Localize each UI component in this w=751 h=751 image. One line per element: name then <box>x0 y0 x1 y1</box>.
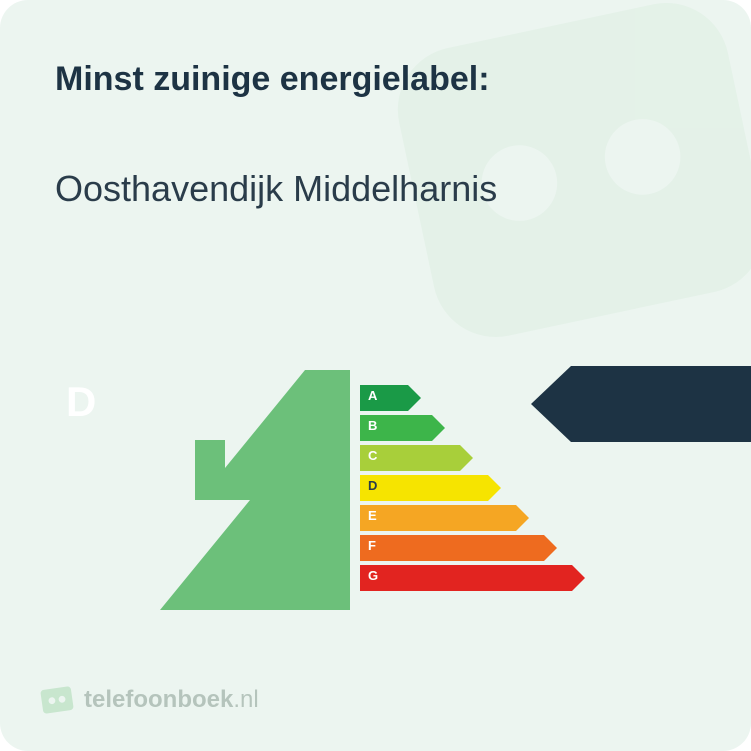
bar-label-e: E <box>368 508 377 523</box>
bar-label-b: B <box>368 418 377 433</box>
card-subtitle: Oosthavendijk Middelharnis <box>55 168 497 210</box>
bar-label-g: G <box>368 568 378 583</box>
bar-label-c: C <box>368 448 377 463</box>
brand-icon <box>40 683 74 717</box>
bar-label-a: A <box>368 388 377 403</box>
info-card: Minst zuinige energielabel: Oosthavendij… <box>0 0 751 751</box>
footer-brand: telefoonboek.nl <box>40 683 259 717</box>
bar-label-f: F <box>368 538 376 553</box>
brand-name: telefoonboek <box>84 686 233 713</box>
bar-label-d: D <box>368 478 377 493</box>
card-title: Minst zuinige energielabel: <box>55 60 490 99</box>
rating-letter: D <box>66 378 633 426</box>
brand-tld: .nl <box>233 686 258 713</box>
brand-text: telefoonboek.nl <box>84 686 259 714</box>
